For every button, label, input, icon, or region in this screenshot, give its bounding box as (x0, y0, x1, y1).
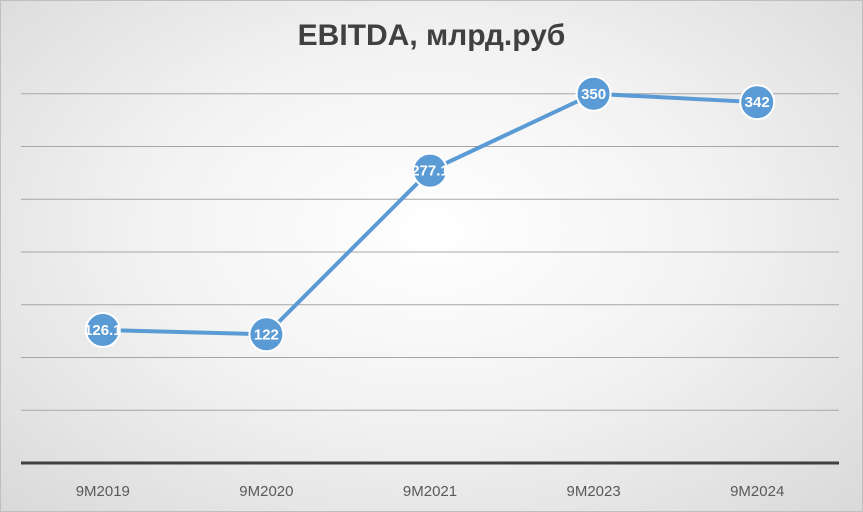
series-line (102, 91, 758, 337)
x-tick-label: 9M2019 (76, 483, 130, 500)
data-point (575, 75, 612, 112)
data-label: 126.1 (84, 322, 122, 339)
data-label: 277.1 (411, 163, 449, 180)
chart-title: EBITDA, млрд.руб (297, 19, 566, 52)
x-tick-label: 9M2024 (730, 483, 784, 500)
data-label: 342 (745, 94, 770, 111)
x-tick-label: 9M2021 (403, 483, 457, 500)
data-point (248, 316, 285, 353)
data-point (84, 311, 121, 348)
data-point (739, 84, 776, 121)
data-label: 122 (254, 326, 279, 343)
data-point (412, 152, 448, 189)
x-tick-label: 9M2020 (239, 483, 293, 500)
x-tick-label: 9M2023 (566, 483, 620, 500)
data-label: 350 (581, 86, 606, 103)
